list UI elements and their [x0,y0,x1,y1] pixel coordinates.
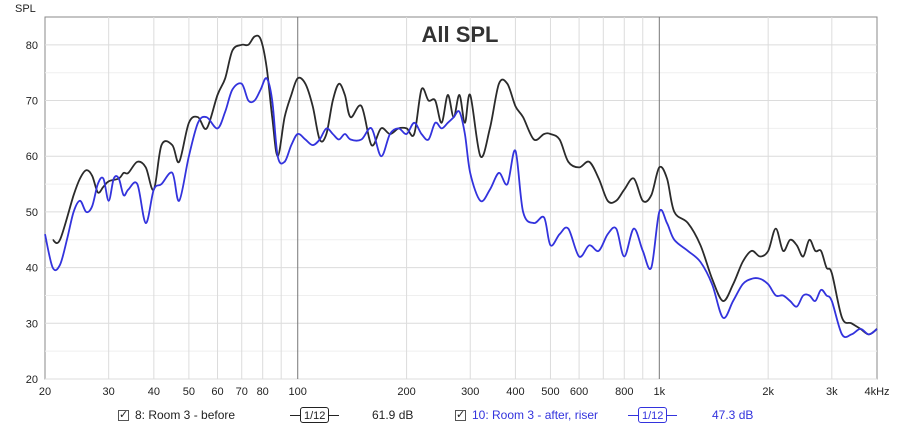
y-axis-label: SPL [15,3,36,15]
x-tick-label: 40 [148,386,160,398]
y-tick-labels: 20 30 40 50 60 70 80 [26,40,38,386]
y-tick-label: 60 [26,151,38,163]
checkbox-icon[interactable] [455,408,466,421]
legend-label: 8: Room 3 - before [135,408,236,422]
x-tick-label: 2k [762,386,774,398]
y-tick-label: 30 [26,318,38,330]
smoothing-line-right [329,414,340,416]
grid [45,17,877,380]
smoothing-value: 1/12 [638,407,668,423]
x-tick-label: 3k [826,386,838,398]
spl-chart: 20 30 40 50 60 70 80 20 30 40 50 60 70 80 100 200 300 40… [15,3,890,398]
x-tick-label: 300 [461,386,479,398]
series-lines [44,34,878,339]
x-tick-label: 20 [39,386,51,398]
x-tick-labels: 20 30 40 50 60 70 80 100 200 300 400 500 600 800 1k 2k 3… [39,386,890,398]
y-tick-label: 80 [26,40,38,52]
legend: 8: Room 3 - before 1/12 61.9 dB 10: Room… [0,405,900,427]
smoothing-line-left [290,414,300,416]
x-tick-label: 30 [103,386,115,398]
smoothing-line-right [667,414,678,416]
legend-item-before[interactable]: 8: Room 3 - before [118,405,235,425]
x-tick-label: 60 [211,386,223,398]
x-tick-label: 400 [506,386,524,398]
x-tick-label: 50 [183,386,195,398]
y-tick-label: 40 [26,263,38,275]
smoothing-line-left [628,414,638,416]
x-tick-label: 70 [236,386,248,398]
checkbox-icon[interactable] [118,408,129,421]
x-tick-label: 500 [541,386,559,398]
y-tick-label: 70 [26,96,38,108]
smoothing-value: 1/12 [300,407,330,423]
x-tick-label: 4kHz [864,386,889,398]
y-tick-label: 20 [26,374,38,386]
plot-area [44,16,878,380]
level-readout: 47.3 dB [712,408,754,422]
legend-item-after[interactable]: 10: Room 3 - after, riser [455,405,598,425]
x-tick-label: 600 [570,386,588,398]
series-line-after [44,77,878,339]
x-tick-label: 800 [615,386,633,398]
smoothing-control-after[interactable]: 1/12 [628,405,678,425]
x-tick-label: 200 [397,386,415,398]
smoothing-control-before[interactable]: 1/12 [290,405,340,425]
x-tick-label: 1k [653,386,665,398]
x-tick-label: 100 [289,386,307,398]
level-readout: 61.9 dB [372,408,414,422]
legend-label: 10: Room 3 - after, riser [472,408,599,422]
x-tick-label: 80 [257,386,269,398]
y-tick-label: 50 [26,207,38,219]
series-line-before [52,34,878,336]
chart-title: All SPL [421,22,498,47]
